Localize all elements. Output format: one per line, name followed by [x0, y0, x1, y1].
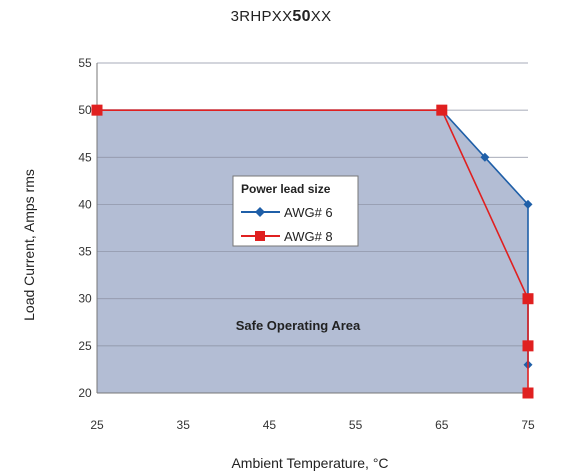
y-axis-title: Load Current, Amps rms — [21, 169, 37, 321]
data-point-awg8 — [523, 340, 534, 351]
legend-label-awg8: AWG# 8 — [284, 229, 333, 244]
x-tick-label: 45 — [263, 418, 277, 432]
data-point-awg8 — [523, 388, 534, 399]
y-tick-label: 40 — [78, 197, 92, 211]
y-tick-label: 35 — [78, 245, 92, 259]
data-point-awg8 — [523, 293, 534, 304]
y-tick-label: 45 — [78, 150, 92, 164]
legend: Power lead size AWG# 6 AWG# 8 — [233, 176, 358, 246]
x-tick-label: 75 — [521, 418, 535, 432]
legend-marker-awg8 — [255, 231, 265, 241]
x-tick-label: 65 — [435, 418, 449, 432]
y-tick-label: 55 — [78, 56, 92, 70]
y-tick-label: 50 — [78, 103, 92, 117]
safe-operating-area-label: Safe Operating Area — [236, 318, 361, 333]
data-point-awg8 — [92, 105, 103, 116]
legend-label-awg6: AWG# 6 — [284, 205, 333, 220]
y-tick-label: 30 — [78, 292, 92, 306]
y-tick-label: 20 — [78, 386, 92, 400]
y-tick-label: 25 — [78, 339, 92, 353]
x-tick-label: 55 — [349, 418, 363, 432]
legend-title: Power lead size — [241, 182, 331, 196]
x-tick-label: 35 — [177, 418, 191, 432]
data-point-awg8 — [436, 105, 447, 116]
x-tick-label: 25 — [90, 418, 104, 432]
x-axis-title: Ambient Temperature, °C — [231, 455, 388, 471]
